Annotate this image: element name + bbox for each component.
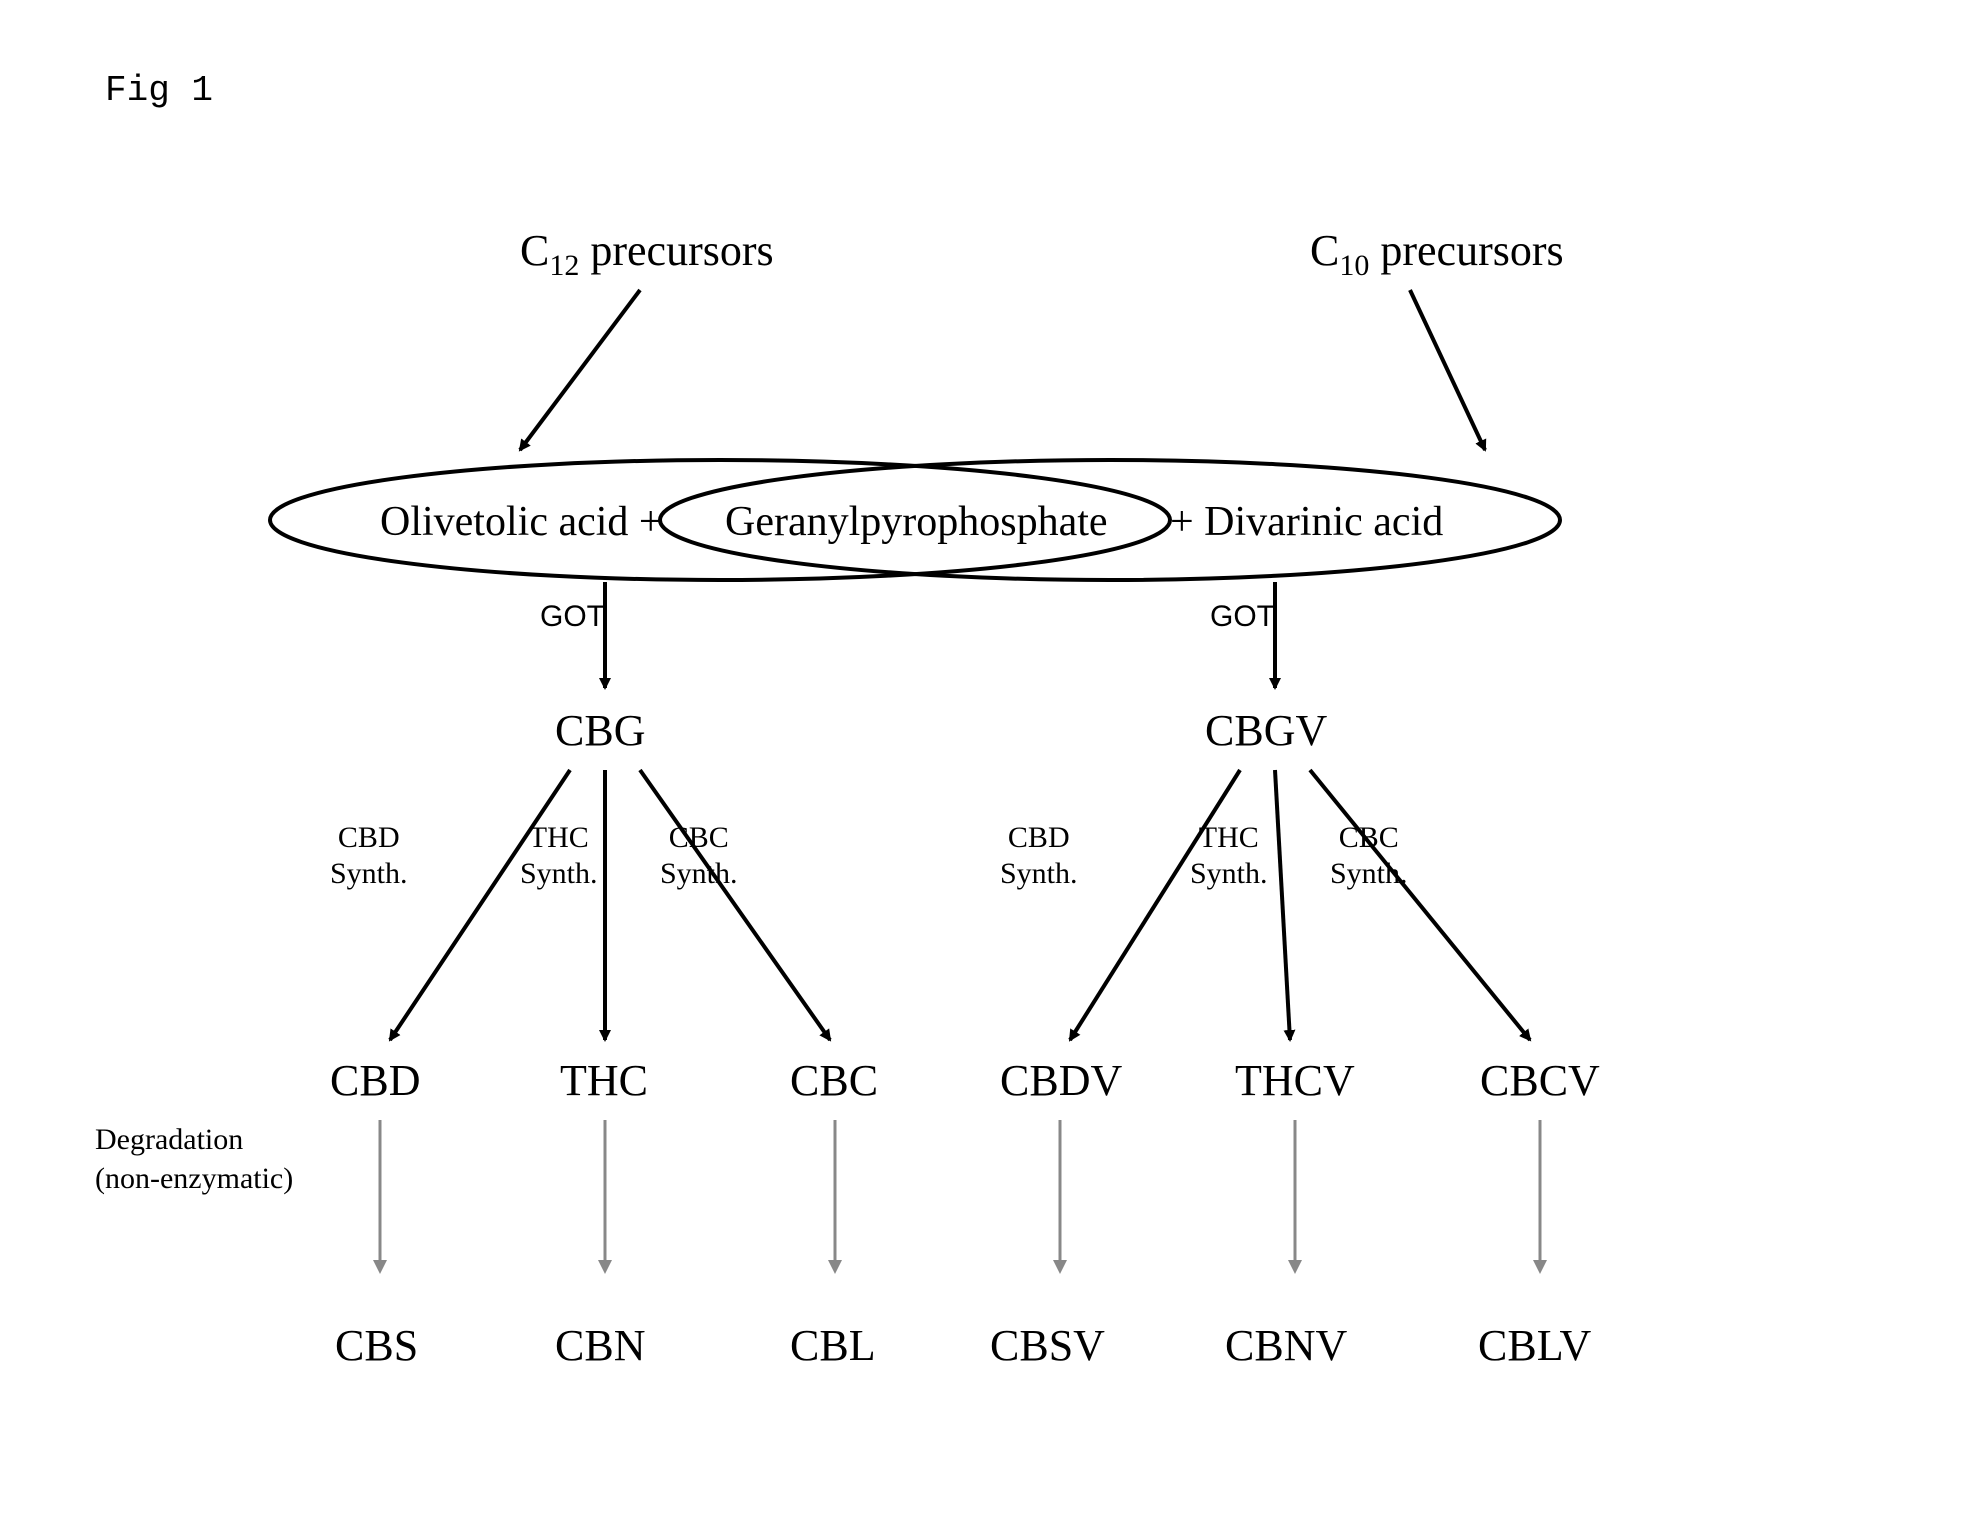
diagram-svg [0, 0, 1970, 1528]
arrow-c12 [520, 290, 640, 450]
arrow-cbgv-thcv [1275, 770, 1290, 1040]
right-ellipse [660, 460, 1560, 580]
arrow-cbg-cbd [390, 770, 570, 1040]
arrow-cbgv-cbcv [1310, 770, 1530, 1040]
arrow-cbg-cbc [640, 770, 830, 1040]
left-ellipse [270, 460, 1170, 580]
arrow-cbgv-cbdv [1070, 770, 1240, 1040]
arrow-c10 [1410, 290, 1485, 450]
